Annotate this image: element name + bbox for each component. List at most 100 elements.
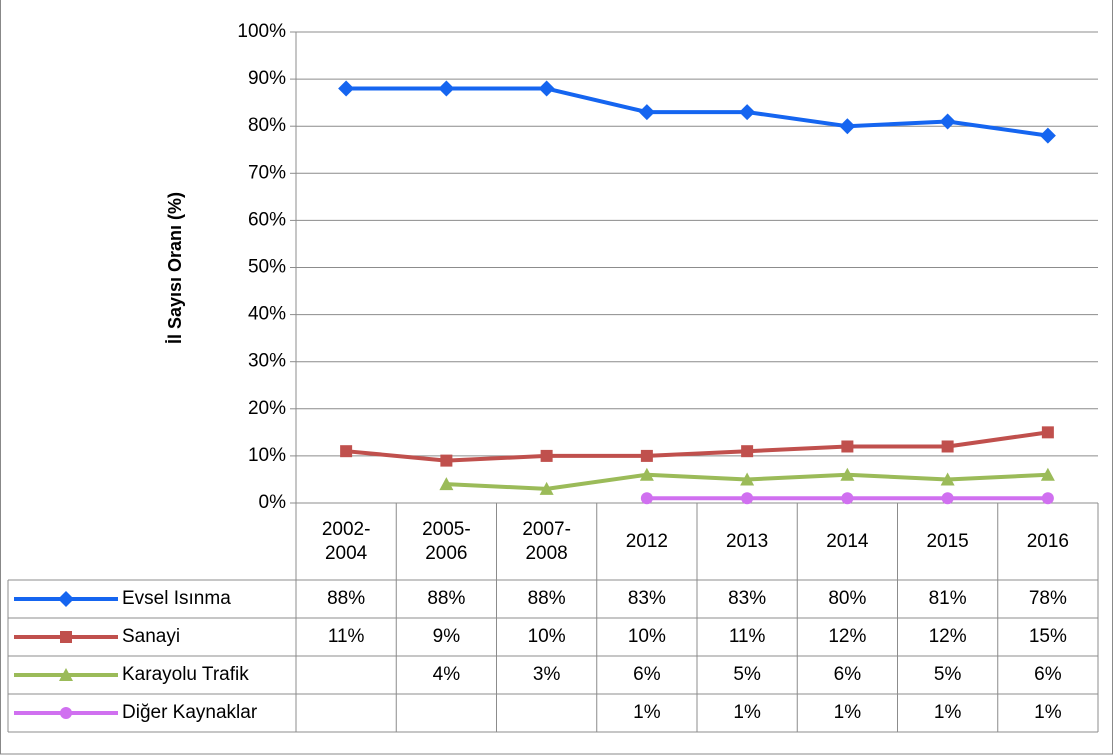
table-value-text: 6% [833,664,862,685]
legend-label: Sanayi [122,618,180,656]
table-value-text: 1% [633,702,661,723]
table-value: 12% [898,618,998,656]
legend-marker [59,668,73,681]
series-line [346,86,1049,138]
legend-label: Evsel Isınma [122,580,231,618]
x-tick-label-text: 2002-2004 [321,518,371,564]
legend-marker [60,631,72,643]
legend-label: Diğer Kaynaklar [122,694,257,732]
data-point [338,80,355,97]
x-tick-label: 2014 [797,503,897,580]
x-tick-label-text: 2007-2008 [522,518,571,564]
series-line [345,430,1049,463]
table-value-text: 3% [532,664,561,685]
table-value-text: 81% [928,588,967,609]
data-point [640,449,653,462]
data-point [841,492,854,505]
table-value-text: 10% [527,626,566,647]
table-value-text: 11% [327,626,365,647]
x-tick-label-text: 2012 [625,530,669,552]
x-tick-label: 2005-2006 [396,503,496,580]
x-tick-label: 2015 [898,503,998,580]
x-tick-label-text: 2005-2006 [422,518,471,564]
table-value: 15% [998,618,1098,656]
table-value-text: 4% [432,664,461,685]
table-value: 4% [396,656,496,694]
table-value-text: 1% [933,702,962,723]
table-value: 10% [597,618,697,656]
table-value-text: 10% [627,626,666,647]
x-tick-label-text: 2013 [725,530,769,552]
data-point [741,492,754,505]
table-value-text: 11% [728,626,766,647]
data-point [941,440,954,453]
table-value: 1% [597,694,697,732]
table-value-text: 6% [1034,664,1062,685]
table-value: 81% [898,580,998,618]
data-point [538,80,555,97]
table-value-text: 88% [427,588,466,609]
x-tick-label-text: 2014 [826,530,869,552]
legend-marker [58,591,74,607]
legend-label-text: Karayolu Trafik [122,664,249,685]
table-value-text: 12% [828,626,867,647]
data-point [540,449,553,462]
table-value-text: 5% [933,664,962,685]
data-point [439,477,454,491]
data-point [340,445,353,458]
y-tick-label: 40% [248,304,286,325]
data-point [741,445,754,458]
y-tick-label: 80% [248,115,286,136]
table-value-text: 83% [627,588,666,609]
table-value-text: 12% [928,626,967,647]
table-value-text: 88% [527,588,566,609]
table-value: 83% [697,580,797,618]
legend-marker [60,707,72,719]
table-value-text: 1% [733,702,761,723]
table-value: 1% [898,694,998,732]
table-value-text: 80% [828,588,867,609]
table-value: 10% [497,618,597,656]
table-value: 9% [396,618,496,656]
y-tick-label: 10% [248,445,286,466]
data-point [940,472,955,486]
y-axis-label: İl Sayısı Oranı (%) [165,192,185,344]
y-tick-label: 30% [248,351,286,372]
legend-label: Karayolu Trafik [122,656,249,694]
table-value-text: 5% [733,664,761,685]
table-value: 88% [497,580,597,618]
x-tick-label: 2013 [697,503,797,580]
table-value-text: 1% [1034,702,1062,723]
y-tick-label: 20% [248,398,286,419]
table-value: 6% [597,656,697,694]
table-value: 80% [797,580,897,618]
data-point [639,467,654,481]
data-point [440,454,453,467]
data-point [941,492,954,505]
table-value: 5% [898,656,998,694]
table-value: 78% [998,580,1098,618]
data-point [740,472,755,486]
x-tick-label: 2002-2004 [296,503,396,580]
legend-label-text: Evsel Isınma [122,588,231,609]
data-point [539,481,554,495]
table-value: 11% [697,618,797,656]
table-value: 12% [797,618,897,656]
table-value-text: 1% [833,702,862,723]
data-point [840,467,855,481]
table-value-text: 15% [1028,626,1067,647]
table-value: 3% [497,656,597,694]
y-tick-label: 50% [248,257,286,278]
table-value: 1% [697,694,797,732]
legend-label-text: Sanayi [122,626,181,647]
data-point [739,104,756,121]
table-value-text: 83% [728,588,767,609]
x-tick-label-text: 2015 [926,530,969,552]
data-point [939,113,956,130]
x-tick-label: 2012 [597,503,697,580]
table-value: 5% [697,656,797,694]
table-value: 6% [797,656,897,694]
